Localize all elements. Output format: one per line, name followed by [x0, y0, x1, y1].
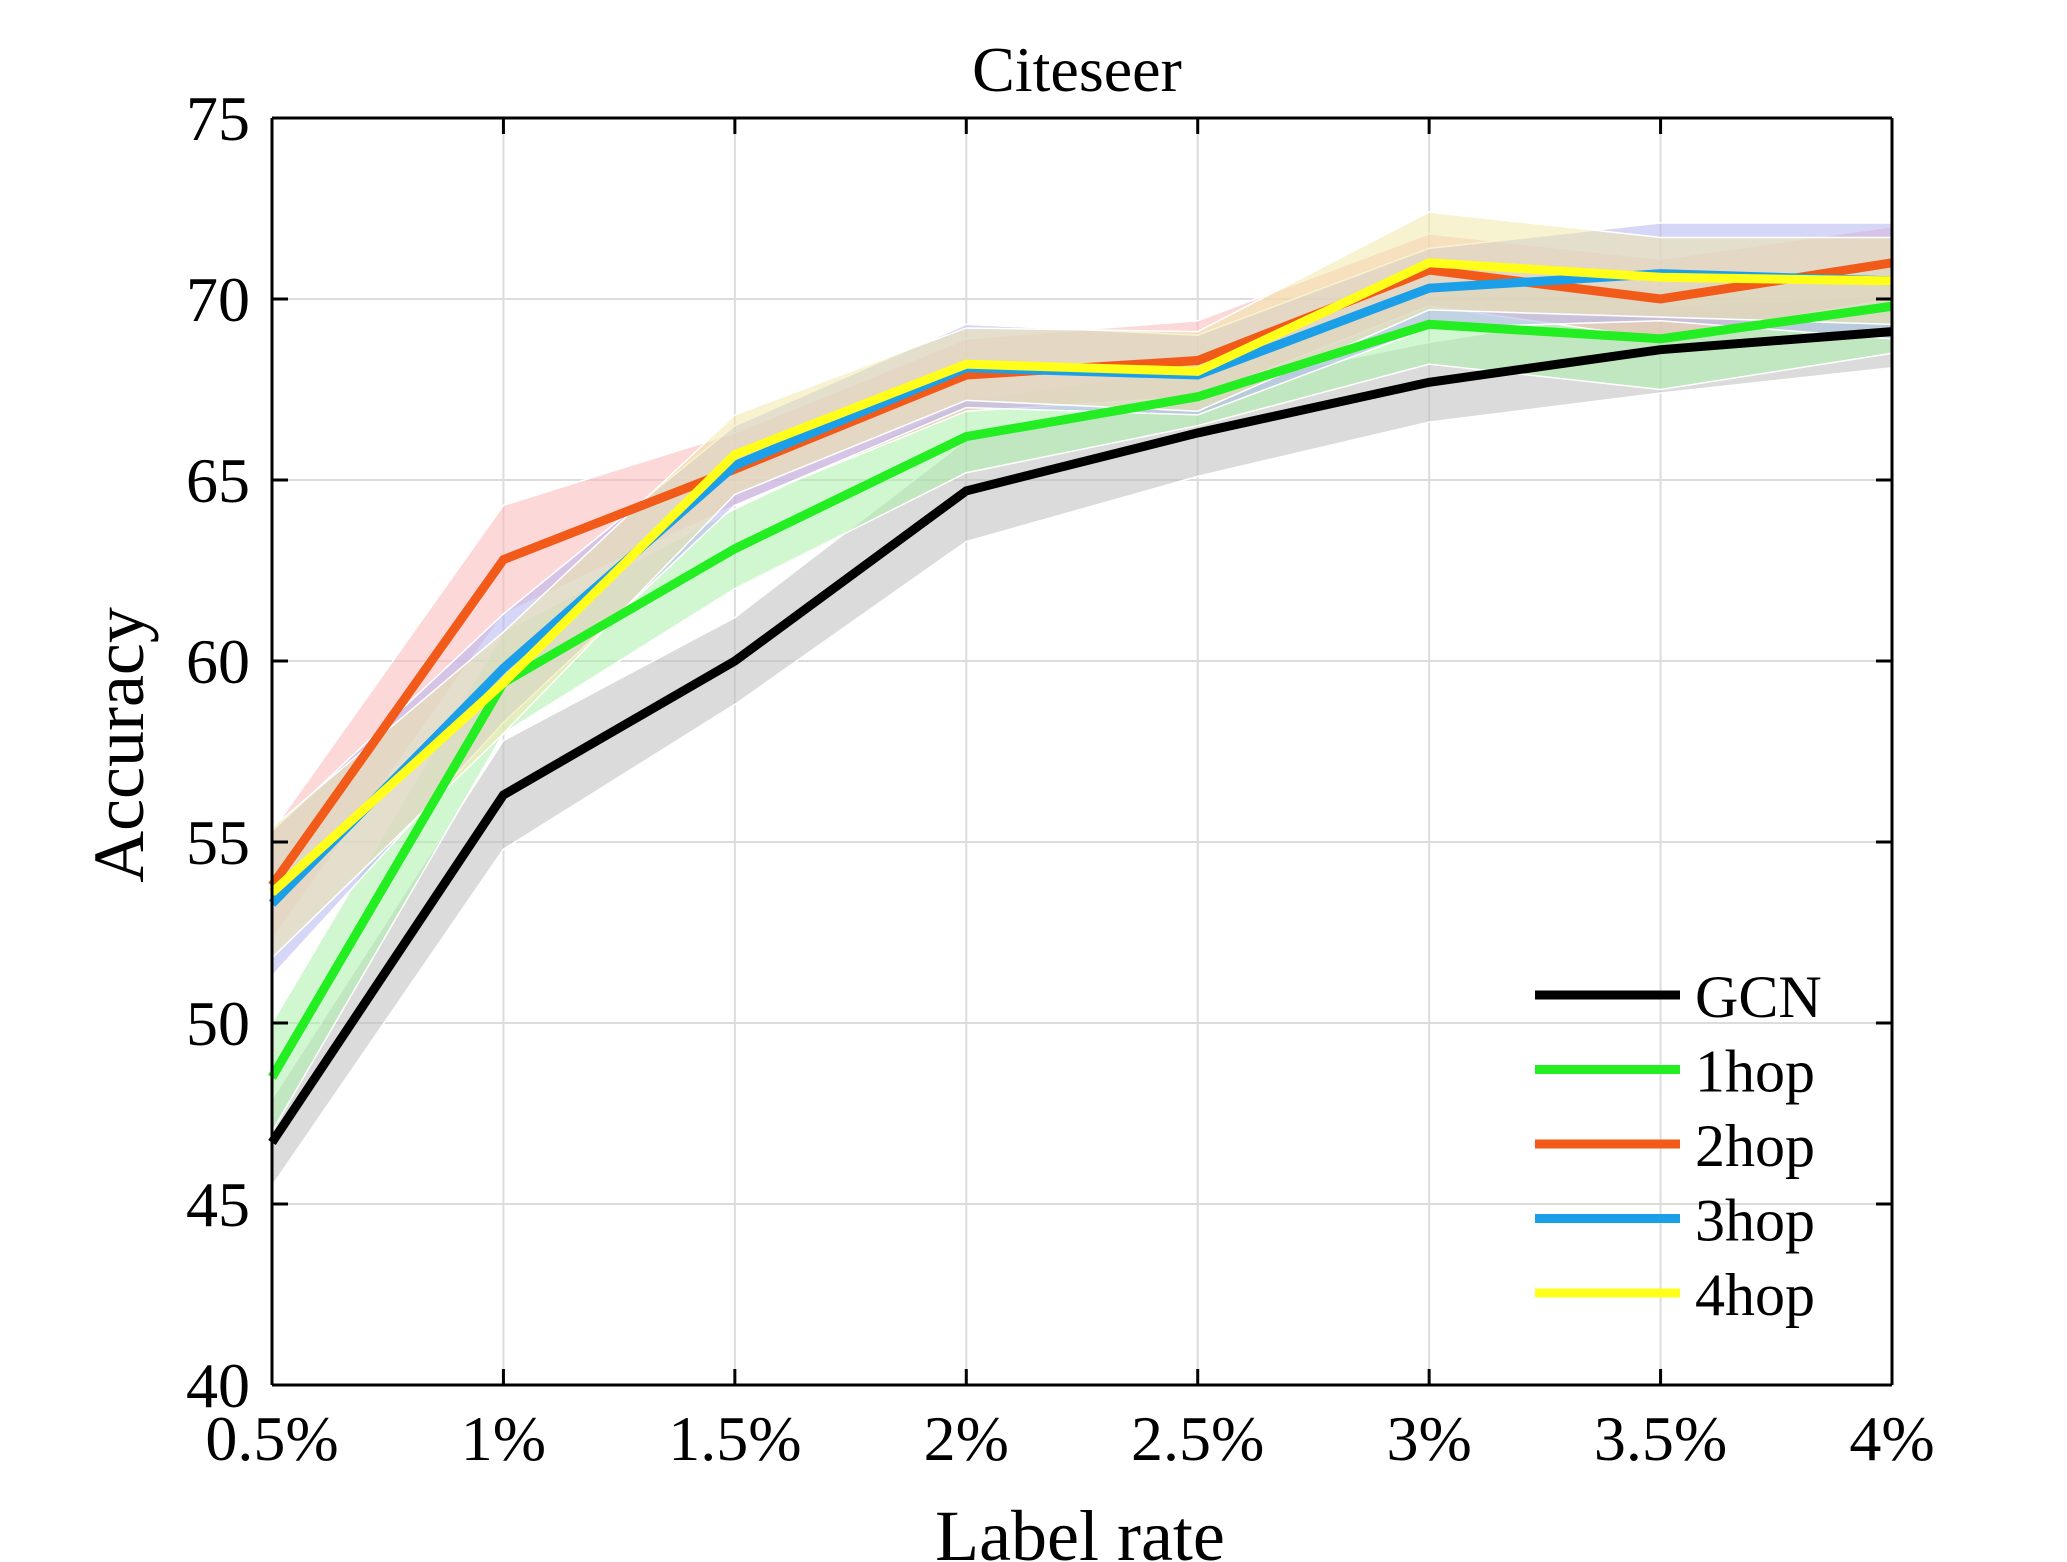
legend-label-3hop: 3hop — [1695, 1188, 1815, 1254]
y-tick-label: 60 — [186, 626, 250, 697]
y-tick-label: 65 — [186, 445, 250, 516]
series-line-gcn — [268, 327, 1893, 1145]
legend-label-gcn: GCN — [1695, 964, 1822, 1030]
legend-label-4hop: 4hop — [1695, 1262, 1815, 1328]
y-tick-label: 50 — [186, 988, 250, 1059]
y-tick-label: 45 — [186, 1169, 250, 1240]
series-line-4hop — [268, 258, 1893, 897]
legend: GCN 1hop 2hop 3hop 4hop — [1535, 964, 1822, 1328]
legend-label-1hop: 1hop — [1695, 1039, 1815, 1105]
y-tick-label: 70 — [186, 264, 250, 335]
x-tick-label: 1% — [461, 1403, 546, 1474]
tick-labels: 40 45 50 55 60 65 70 75 0.5% 1% 1.5% 2% 2.5% 3% 3.5% 4% — [186, 83, 1935, 1474]
x-tick-label: 1.5% — [668, 1403, 801, 1474]
y-tick-label: 75 — [186, 83, 250, 154]
x-tick-label: 3% — [1386, 1403, 1471, 1474]
y-axis-label: Accuracy — [79, 607, 159, 883]
series-lines — [268, 258, 1893, 1145]
x-tick-label: 2.5% — [1131, 1403, 1264, 1474]
x-tick-label: 4% — [1849, 1403, 1934, 1474]
x-axis-label: Label rate — [935, 1496, 1225, 1562]
x-tick-label: 0.5% — [205, 1403, 338, 1474]
axes — [270, 116, 1894, 1387]
chart-title: Citeseer — [972, 34, 1182, 105]
y-tick-label: 40 — [186, 1350, 250, 1421]
x-tick-label: 3.5% — [1594, 1403, 1727, 1474]
legend-label-2hop: 2hop — [1695, 1113, 1815, 1179]
y-tick-label: 55 — [186, 807, 250, 878]
x-tick-label: 2% — [924, 1403, 1009, 1474]
series-line-1hop — [268, 301, 1893, 1080]
